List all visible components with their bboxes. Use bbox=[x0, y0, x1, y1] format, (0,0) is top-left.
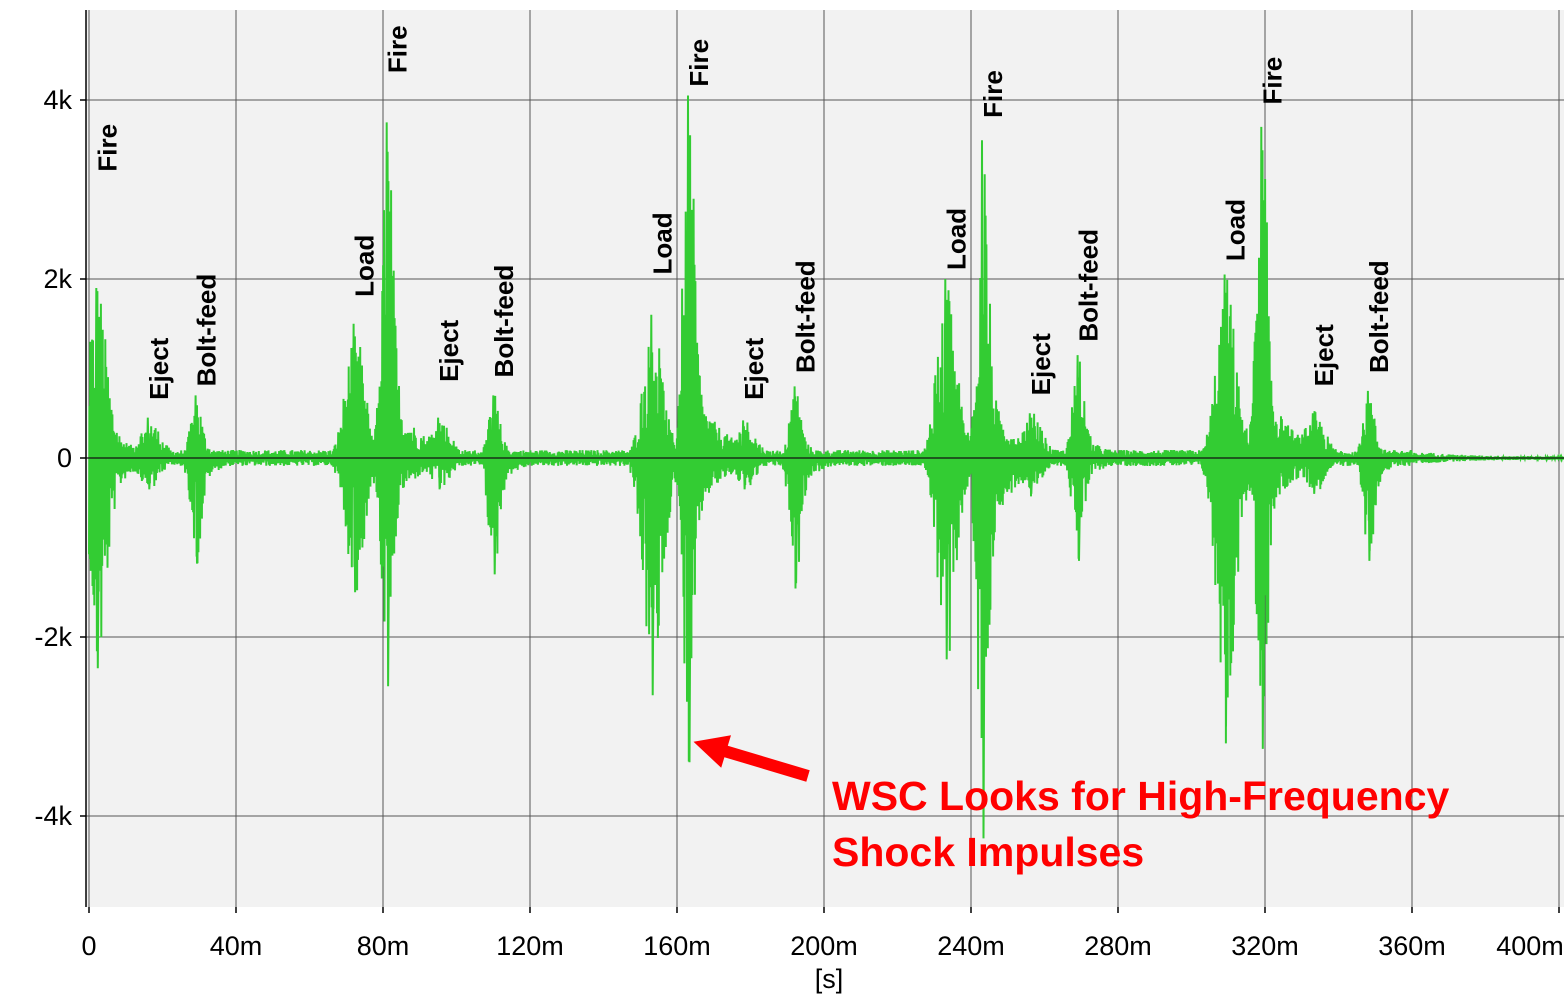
x-tick-label: 160m bbox=[643, 931, 711, 961]
x-tick-label: 280m bbox=[1084, 931, 1152, 961]
x-tick-label: 0 bbox=[81, 931, 96, 961]
x-axis-ticks: 0 40m 80m 120m 160m 200m 240m 280m 320m 360m 400m bbox=[81, 907, 1564, 961]
event-label-eject: Eject bbox=[1026, 333, 1056, 395]
event-label-load: Load bbox=[647, 212, 677, 274]
y-tick-label: -4k bbox=[34, 801, 72, 831]
x-axis-title: [s] bbox=[815, 964, 844, 994]
event-label-fire: Fire bbox=[978, 70, 1008, 118]
event-label-bolt-feed: Bolt-feed bbox=[1074, 229, 1104, 342]
event-label-eject: Eject bbox=[434, 319, 464, 381]
x-tick-label: 40m bbox=[210, 931, 263, 961]
x-tick-label: 240m bbox=[937, 931, 1005, 961]
annotation-line-2: Shock Impulses bbox=[832, 829, 1144, 875]
event-label-eject: Eject bbox=[144, 337, 174, 399]
event-label-bolt-feed: Bolt-feed bbox=[489, 265, 519, 378]
event-label-eject: Eject bbox=[1309, 324, 1339, 386]
x-tick-label: 360m bbox=[1378, 931, 1446, 961]
x-tick-label: 80m bbox=[357, 931, 410, 961]
event-label-bolt-feed: Bolt-feed bbox=[791, 260, 821, 373]
event-label-fire: Fire bbox=[92, 124, 122, 172]
x-tick-label: 120m bbox=[496, 931, 564, 961]
event-labels: Fire Eject Bolt-feed Load Fire Eject Bolt-feed… bbox=[92, 25, 1394, 399]
event-label-fire: Fire bbox=[383, 25, 413, 73]
x-tick-label: 400m bbox=[1496, 931, 1564, 961]
y-tick-label: 0 bbox=[57, 443, 72, 473]
event-label-load: Load bbox=[941, 208, 971, 270]
annotation-line-1: WSC Looks for High-Frequency bbox=[832, 773, 1450, 819]
event-label-bolt-feed: Bolt-feed bbox=[192, 274, 222, 387]
event-label-bolt-feed: Bolt-feed bbox=[1364, 260, 1394, 373]
x-tick-label: 320m bbox=[1231, 931, 1299, 961]
y-tick-label: 4k bbox=[43, 85, 72, 115]
event-label-fire: Fire bbox=[1257, 57, 1287, 105]
event-label-load: Load bbox=[350, 235, 380, 297]
x-tick-label: 200m bbox=[790, 931, 858, 961]
y-axis-ticks: 4k 2k 0 -2k -4k bbox=[34, 85, 86, 831]
event-label-eject: Eject bbox=[739, 337, 769, 399]
annotation-arrow bbox=[693, 735, 810, 782]
event-label-load: Load bbox=[1221, 199, 1251, 261]
event-label-fire: Fire bbox=[684, 39, 714, 87]
y-tick-label: -2k bbox=[34, 622, 72, 652]
y-tick-label: 2k bbox=[43, 264, 72, 294]
annotation: WSC Looks for High-Frequency Shock Impul… bbox=[693, 735, 1450, 875]
